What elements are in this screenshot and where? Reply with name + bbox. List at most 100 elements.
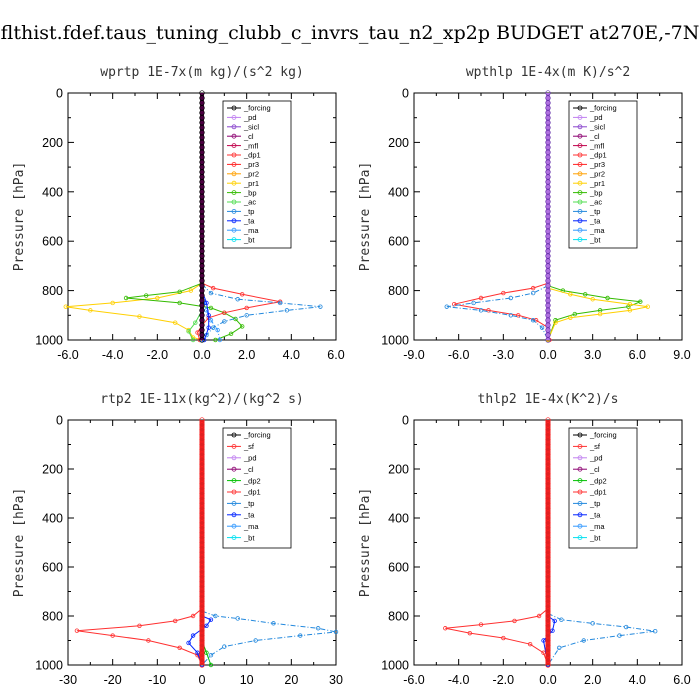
data-point — [653, 628, 658, 634]
data-point — [471, 300, 476, 306]
y-axis-label: Pressure [hPa] — [358, 162, 373, 272]
data-point — [155, 295, 160, 301]
legend-marker — [231, 523, 237, 529]
x-tick-label: -2.0 — [493, 673, 515, 687]
legend-label: _sicl — [589, 123, 605, 132]
legend-label: _ta — [589, 511, 601, 520]
y-tick-label: 600 — [388, 561, 409, 575]
x-tick-label: 2.0 — [238, 348, 255, 362]
x-tick-label: 6.0 — [673, 673, 690, 687]
legend-label: _dp1 — [589, 151, 607, 160]
legend-label: _pr1 — [589, 179, 605, 188]
legend-box — [222, 100, 292, 249]
zero-profile-marker — [545, 337, 551, 343]
series-line-pr1 — [547, 287, 648, 341]
legend-label: _dp1 — [243, 151, 261, 160]
legend-marker — [577, 500, 583, 506]
legend-marker — [577, 190, 583, 196]
legend-label: _tp — [589, 499, 600, 508]
x-tick-label: 2.0 — [584, 673, 601, 687]
y-tick-label: 200 — [388, 136, 409, 150]
series-line-ta — [201, 290, 210, 341]
series-line-tp — [547, 613, 656, 666]
x-tick-label: -6.0 — [57, 348, 79, 362]
legend-marker — [577, 489, 583, 495]
data-point — [590, 621, 595, 626]
data-point — [530, 318, 536, 323]
legend-marker — [231, 218, 237, 224]
data-point — [188, 288, 194, 293]
data-point — [195, 650, 200, 655]
legend-marker — [231, 190, 237, 196]
y-tick-label: 200 — [388, 463, 409, 477]
data-point — [298, 633, 303, 638]
series-line-ta — [542, 615, 556, 666]
series-line-tp — [446, 285, 549, 341]
x-tick-label: 4.0 — [629, 673, 646, 687]
y-tick-label: 0 — [56, 414, 63, 428]
data-point — [204, 650, 209, 655]
data-point — [190, 337, 196, 343]
legend-marker — [577, 512, 583, 518]
data-point — [137, 314, 142, 319]
legend-label: _ta — [243, 217, 255, 226]
x-tick-label: 4.0 — [283, 348, 300, 362]
data-point — [559, 617, 564, 622]
legend-label: _forcing — [243, 104, 271, 113]
legend-marker — [577, 443, 583, 449]
data-point — [512, 618, 517, 624]
y-tick-label: 1000 — [381, 334, 409, 348]
x-tick-label: 20 — [284, 673, 298, 687]
series-line-ta — [187, 615, 212, 666]
data-point — [222, 310, 227, 316]
data-point — [172, 320, 178, 325]
y-axis-label: Pressure [hPa] — [12, 162, 27, 272]
data-point — [208, 305, 214, 311]
y-tick-label: 400 — [388, 185, 409, 199]
legend-marker — [231, 105, 237, 111]
data-point — [88, 308, 93, 313]
legend-marker — [577, 115, 583, 120]
panel-title: rtp2 1E-11x(kg^2)/(kg^2 s) — [100, 392, 304, 407]
y-tick-label: 0 — [402, 87, 409, 101]
data-point — [190, 613, 196, 619]
panel-title: wpthlp 1E-4x(m K)/s^2 — [466, 65, 630, 80]
data-point — [244, 305, 249, 311]
y-tick-label: 800 — [42, 610, 63, 624]
legend-marker — [231, 227, 237, 233]
series-line-tp — [201, 284, 321, 341]
data-point — [501, 635, 506, 641]
data-point — [172, 618, 178, 624]
x-tick-label: -10 — [148, 673, 166, 687]
legend-label: _bt — [589, 533, 601, 542]
legend-marker — [577, 466, 583, 472]
x-tick-label: 0.0 — [193, 348, 210, 362]
y-tick-label: 200 — [42, 463, 63, 477]
panel-title: thlp2 1E-4x(K^2)/s — [478, 392, 619, 407]
legend-label: _tp — [589, 207, 600, 216]
legend-marker — [577, 171, 583, 177]
legend-marker — [231, 489, 237, 495]
data-point — [213, 613, 218, 619]
legend-marker — [231, 500, 237, 506]
data-point — [318, 304, 323, 309]
legend-marker — [577, 237, 583, 243]
series-line-dp1 — [445, 608, 549, 666]
data-point — [508, 313, 513, 318]
legend-marker — [231, 208, 237, 214]
legend-marker — [231, 133, 237, 139]
data-point — [452, 301, 457, 307]
data-point — [315, 626, 321, 631]
legend-label: _mfl — [243, 141, 259, 150]
data-point — [597, 311, 603, 317]
legend-label: _bp — [243, 188, 257, 197]
legend-marker — [231, 161, 237, 167]
x-tick-label: -6.0 — [403, 673, 425, 687]
data-point — [137, 623, 142, 628]
legend-label: _dp2 — [243, 476, 261, 485]
legend-marker — [577, 180, 583, 186]
y-tick-label: 400 — [42, 512, 63, 526]
data-point — [217, 337, 223, 343]
legend-marker — [577, 124, 583, 130]
legend-label: _forcing — [589, 104, 617, 113]
